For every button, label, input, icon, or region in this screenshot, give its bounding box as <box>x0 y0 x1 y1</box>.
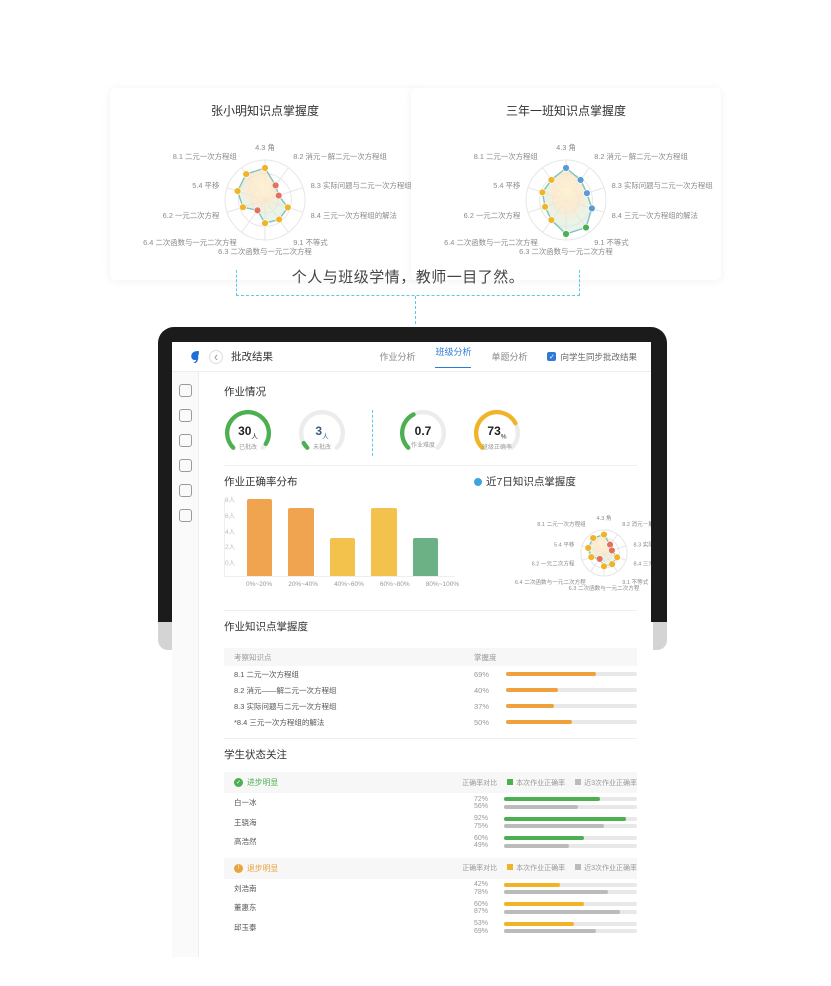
svg-text:6.4 二次函数与一元二次方程: 6.4 二次函数与一元二次方程 <box>143 238 237 247</box>
svg-text:5.4 平移: 5.4 平移 <box>554 540 575 548</box>
svg-text:5.4 平移: 5.4 平移 <box>192 181 220 190</box>
svg-text:8.2 消元－解二元一次方程组: 8.2 消元－解二元一次方程组 <box>622 520 651 528</box>
svg-text:8.4 三元一次方程组的解法: 8.4 三元一次方程组的解法 <box>311 211 397 220</box>
svg-text:6.2 一元二次方程: 6.2 一元二次方程 <box>532 560 575 568</box>
svg-text:6.3 二次函数与一元二次方程: 6.3 二次函数与一元二次方程 <box>519 247 613 256</box>
svg-text:8.2 消元－解二元一次方程组: 8.2 消元－解二元一次方程组 <box>594 152 688 161</box>
svg-text:9.1 不等式: 9.1 不等式 <box>293 238 328 247</box>
svg-text:8.3 实际问题与二元一次方程组: 8.3 实际问题与二元一次方程组 <box>311 181 413 190</box>
svg-text:6.2 一元二次方程: 6.2 一元二次方程 <box>464 211 521 220</box>
svg-text:9.1 不等式: 9.1 不等式 <box>622 578 649 586</box>
svg-text:8.3 实际问题与二元一次方程组: 8.3 实际问题与二元一次方程组 <box>612 181 714 190</box>
svg-text:8.1 二元一次方程组: 8.1 二元一次方程组 <box>474 152 539 161</box>
svg-text:4.3 角: 4.3 角 <box>597 514 612 522</box>
svg-text:6.4 二次函数与一元二次方程: 6.4 二次函数与一元二次方程 <box>444 238 538 247</box>
svg-text:6.3 二次函数与一元二次方程: 6.3 二次函数与一元二次方程 <box>218 247 312 256</box>
svg-text:4.3 角: 4.3 角 <box>556 143 576 152</box>
svg-text:6.4 二次函数与一元二次方程: 6.4 二次函数与一元二次方程 <box>515 578 586 586</box>
svg-text:8.1 二元一次方程组: 8.1 二元一次方程组 <box>173 152 238 161</box>
svg-text:9.1 不等式: 9.1 不等式 <box>594 238 629 247</box>
svg-text:8.3 实际问题与二元一次方程组: 8.3 实际问题与二元一次方程组 <box>633 540 651 548</box>
svg-text:4.3 角: 4.3 角 <box>255 143 275 152</box>
svg-text:8.4 三元一次方程组的解法: 8.4 三元一次方程组的解法 <box>633 560 651 568</box>
svg-text:8.1 二元一次方程组: 8.1 二元一次方程组 <box>537 520 586 528</box>
svg-text:8.2 消元－解二元一次方程组: 8.2 消元－解二元一次方程组 <box>293 152 387 161</box>
svg-text:6.2 一元二次方程: 6.2 一元二次方程 <box>163 211 220 220</box>
svg-text:5.4 平移: 5.4 平移 <box>493 181 521 190</box>
svg-text:8.4 三元一次方程组的解法: 8.4 三元一次方程组的解法 <box>612 211 698 220</box>
